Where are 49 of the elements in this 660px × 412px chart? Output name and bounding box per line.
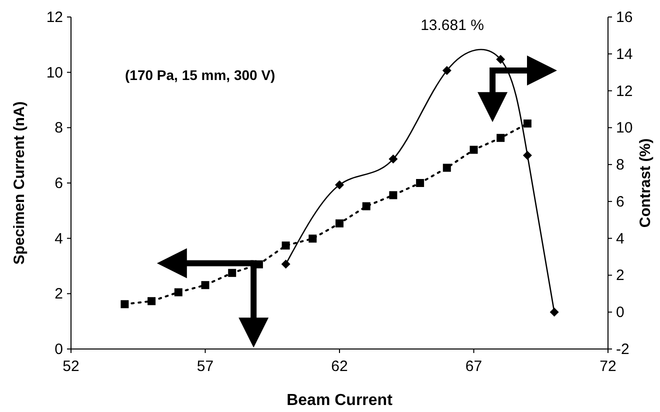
- y2-tick-label: -2: [616, 341, 630, 358]
- point: [389, 191, 398, 200]
- point: [362, 202, 370, 210]
- point: [523, 120, 532, 128]
- point: [282, 242, 290, 250]
- point: [388, 154, 398, 164]
- annotation: (170 Pa, 15 mm, 300 V): [125, 67, 276, 83]
- x-tick-label: 57: [196, 358, 214, 375]
- point: [470, 146, 478, 154]
- y2-tick-label: 12: [616, 82, 633, 100]
- y-tick-label: 12: [46, 9, 63, 26]
- x-tick-label: 62: [331, 358, 348, 375]
- point: [336, 219, 344, 228]
- x-tick-label: 52: [62, 358, 80, 375]
- point: [335, 180, 344, 190]
- point: [442, 66, 452, 75]
- y2-tick-label: 6: [616, 193, 624, 210]
- x-tick-label: 72: [600, 358, 616, 375]
- point: [550, 308, 559, 317]
- y-tick-label: 6: [54, 175, 63, 192]
- point: [442, 164, 451, 172]
- y2-tick-label: 0: [616, 304, 624, 322]
- point: [522, 150, 532, 160]
- point: [174, 288, 182, 296]
- y-axis-title: Specimen Current (nA): [11, 101, 28, 265]
- y2-tick-label: 16: [616, 9, 633, 26]
- y2-tick-label: 8: [616, 156, 624, 174]
- x-axis-title: Beam Current: [286, 392, 394, 409]
- point: [148, 297, 156, 306]
- y-tick-label: 0: [54, 341, 63, 358]
- point: [416, 179, 424, 187]
- point: [228, 268, 236, 277]
- annotation: 13.681 %: [420, 16, 484, 34]
- point: [308, 234, 317, 243]
- x-tick-label: 67: [465, 358, 482, 375]
- point: [496, 134, 505, 142]
- point: [496, 54, 506, 64]
- y-tick-label: 8: [54, 120, 63, 137]
- y-tick-label: 10: [46, 64, 63, 82]
- y-tick-label: 4: [54, 230, 63, 248]
- y-tick-label: 2: [54, 286, 63, 303]
- y2-tick-label: 14: [616, 46, 633, 63]
- y2-tick-label: 2: [616, 267, 624, 284]
- point: [281, 260, 290, 269]
- point: [120, 300, 129, 308]
- y2-tick-label: 4: [616, 230, 624, 248]
- point: [201, 281, 210, 290]
- y2-tick-label: 10: [616, 120, 633, 137]
- y2-axis-title: Contrast (%): [637, 138, 654, 228]
